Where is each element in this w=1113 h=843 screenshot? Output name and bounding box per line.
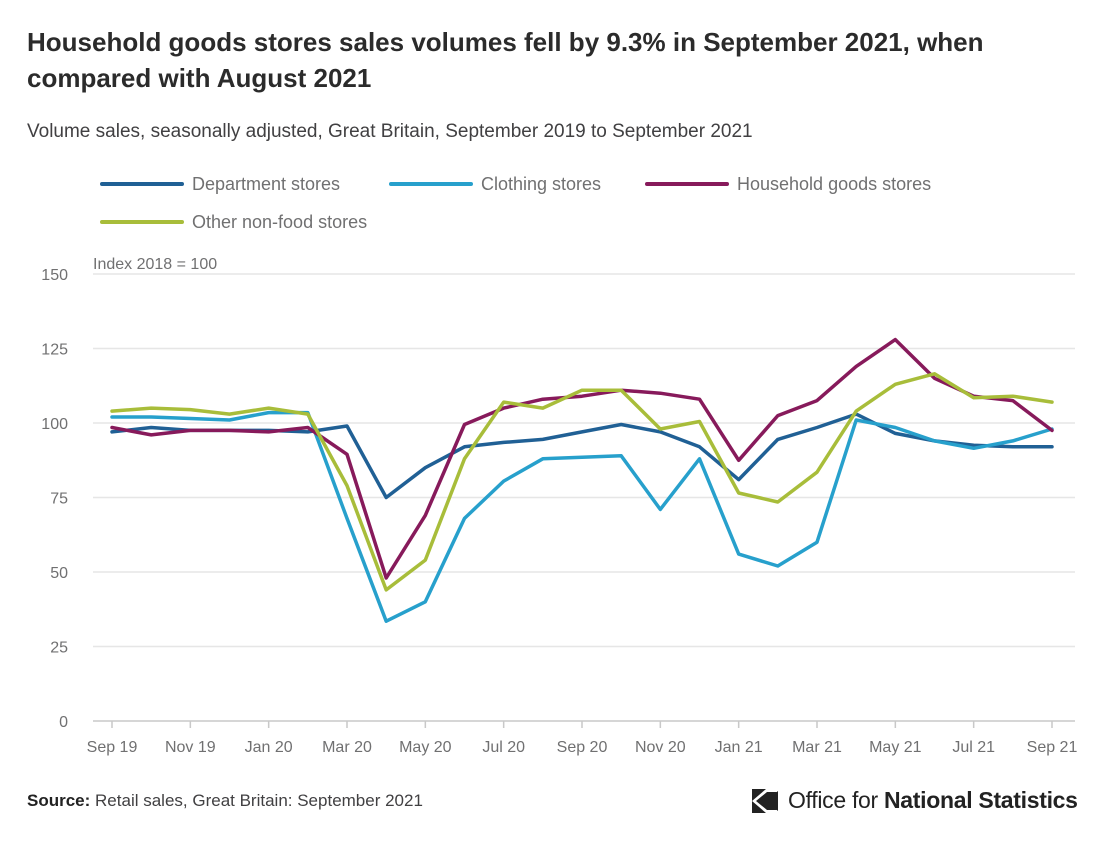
- x-tick-label: Nov 19: [165, 739, 216, 756]
- ons-logo-icon: [752, 789, 778, 813]
- chart-subtitle: Volume sales, seasonally adjusted, Great…: [27, 121, 753, 142]
- legend-label-department-stores: Department stores: [192, 173, 341, 194]
- legend-swatch-clothing-stores: [389, 182, 473, 186]
- y-axis-ticks: 0 25 50 75 100 125 150: [41, 267, 68, 731]
- gridlines: [93, 273, 1075, 648]
- series-lines: [110, 337, 1054, 623]
- y-tick-label: 25: [50, 640, 68, 657]
- y-tick-label: 75: [50, 491, 68, 508]
- x-tick-label: Sep 20: [557, 739, 608, 756]
- ons-logo-text-bold: National Statistics: [883, 786, 1078, 813]
- y-tick-label: 0: [59, 714, 68, 731]
- ons-logo-text-regular: Office for: [788, 786, 878, 813]
- x-tick-label: Mar 20: [322, 739, 372, 756]
- chart-title: Household goods stores sales volumes fel…: [27, 27, 984, 93]
- x-tick-label: May 20: [399, 739, 452, 756]
- x-tick-label: Nov 20: [635, 739, 686, 756]
- x-tick-label: Jan 21: [715, 739, 763, 756]
- x-tick-label: May 21: [869, 739, 922, 756]
- series-line-clothing-stores[interactable]: [110, 410, 1054, 623]
- series-line-other-non-food-stores[interactable]: [110, 372, 1054, 592]
- x-axis: Sep 19 Nov 19 Jan 20 Mar 20 May 20 Jul 20 Sep …: [87, 720, 1078, 756]
- ons-logo-text: Office for National Statistics: [788, 787, 1078, 814]
- legend-label-other-non-food-stores: Other non-food stores: [192, 211, 368, 232]
- legend-label-household-goods-stores: Household goods stores: [737, 173, 932, 194]
- x-tick-label: Sep 19: [87, 739, 138, 756]
- ons-logo[interactable]: Office for National Statistics: [750, 782, 1078, 818]
- source-label: Source:: [27, 791, 91, 810]
- source-link[interactable]: Retail sales, Great Britain: September 2…: [95, 791, 423, 810]
- y-tick-label: 50: [50, 565, 68, 582]
- x-tick-label: Jul 20: [482, 739, 525, 756]
- y-tick-label: 125: [41, 342, 68, 359]
- legend-item-household-goods-stores[interactable]: Household goods stores: [645, 172, 931, 196]
- x-tick-label: Jan 20: [245, 739, 293, 756]
- y-tick-label: 150: [41, 267, 68, 284]
- y-tick-label: 100: [41, 416, 68, 433]
- x-tick-label: Jul 21: [952, 739, 995, 756]
- series-line-household-goods-stores[interactable]: [110, 337, 1054, 580]
- legend-label-clothing-stores: Clothing stores: [481, 173, 602, 194]
- legend-item-other-non-food-stores[interactable]: Other non-food stores: [100, 210, 367, 234]
- x-tick-label: Mar 21: [792, 739, 842, 756]
- legend-item-clothing-stores[interactable]: Clothing stores: [389, 172, 601, 196]
- legend-item-department-stores[interactable]: Department stores: [100, 172, 340, 196]
- legend-swatch-other-non-food-stores: [100, 220, 184, 224]
- legend-swatch-department-stores: [100, 182, 184, 186]
- source-note: Source: Retail sales, Great Britain: Sep…: [27, 791, 423, 811]
- legend-swatch-household-goods-stores: [645, 182, 729, 186]
- y-axis-unit-label: Index 2018 = 100: [93, 256, 217, 273]
- x-tick-label: Sep 21: [1027, 739, 1078, 756]
